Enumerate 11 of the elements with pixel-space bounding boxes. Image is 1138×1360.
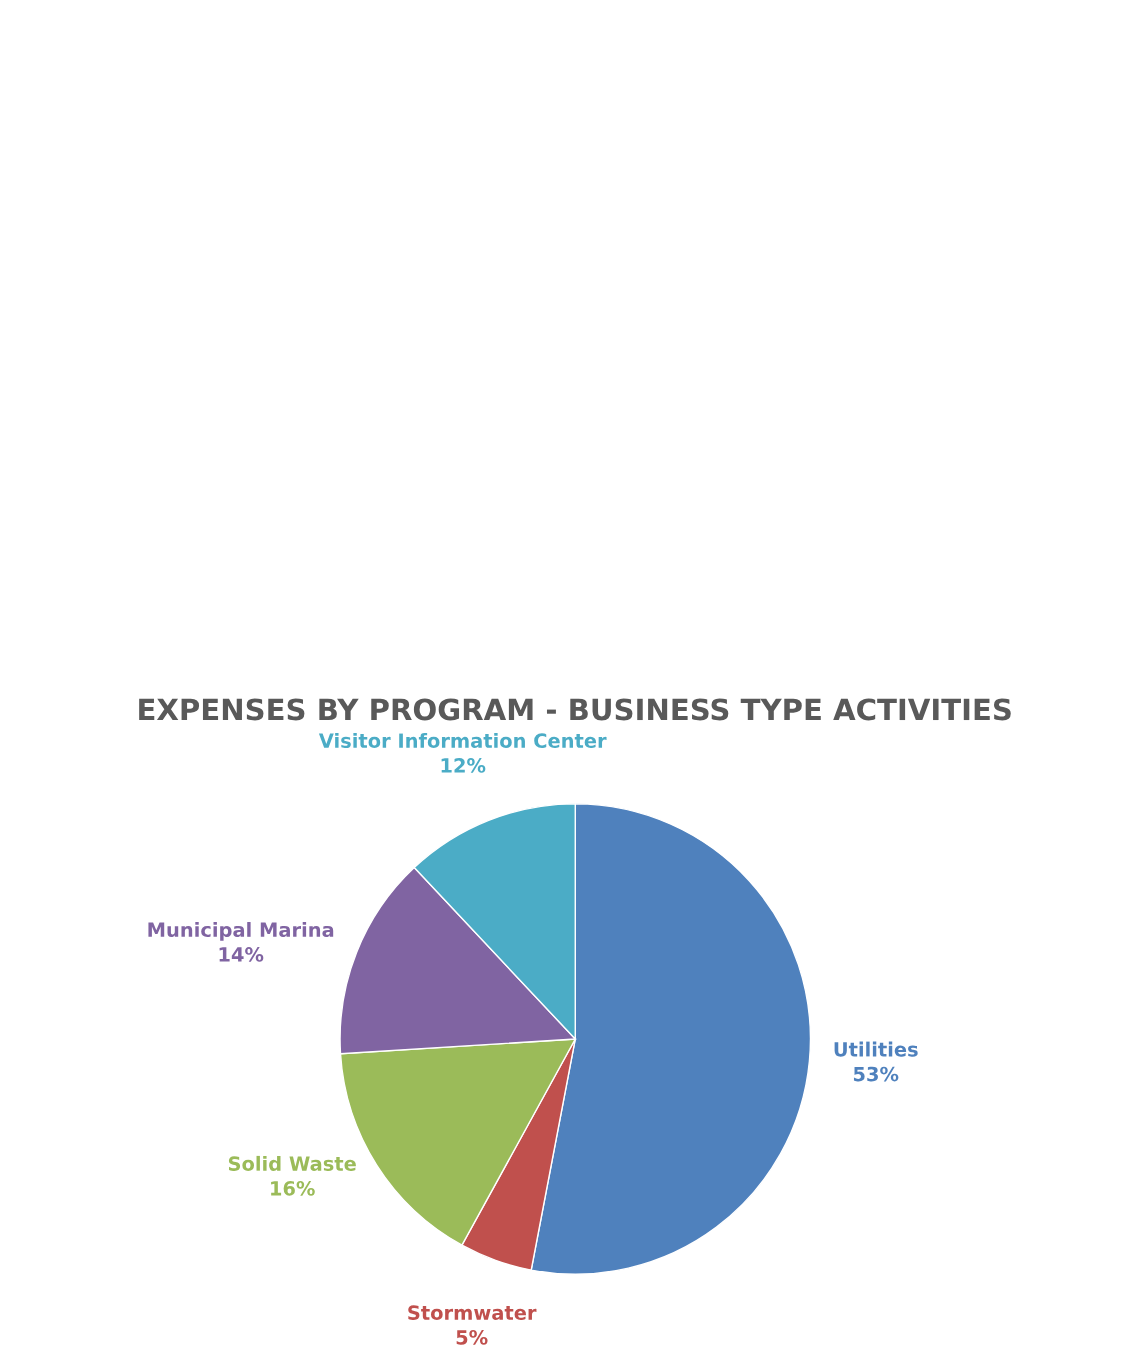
slice-label: Municipal Marina xyxy=(148,922,334,941)
slice-label: Solid Waste xyxy=(228,1155,356,1171)
slice-label: Visitor Information Center xyxy=(318,732,607,749)
data-label: 16% xyxy=(271,1180,315,1196)
data-label: 14% xyxy=(219,947,264,962)
data-label: 12% xyxy=(441,758,486,773)
slice-label: Stormwater xyxy=(408,1305,537,1320)
chart-title: EXPENSES BY PROGRAM - BUSINESS TYPE ACTIVITIES xyxy=(139,698,1011,721)
data-label: 53% xyxy=(853,1066,899,1082)
slice-label: Utilities xyxy=(834,1041,918,1057)
data-label: 5% xyxy=(456,1330,488,1345)
